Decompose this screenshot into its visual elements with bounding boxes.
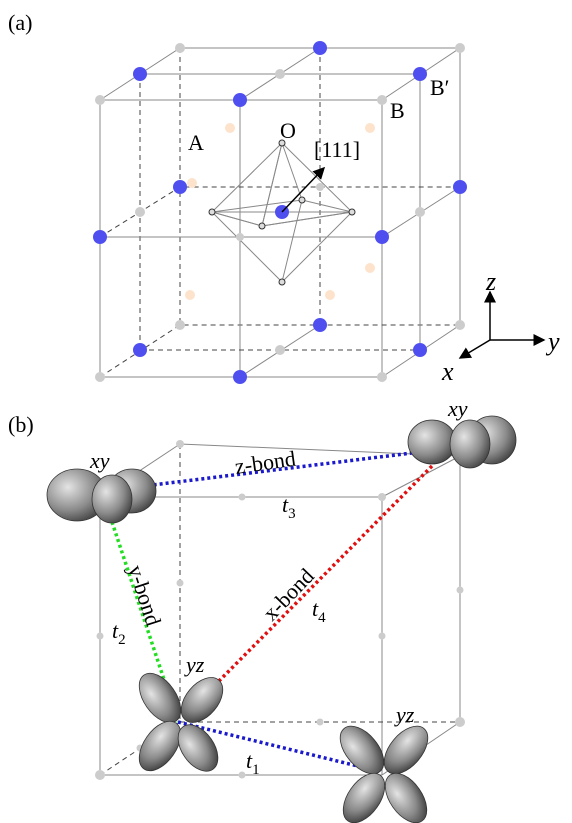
axis-label: x <box>441 357 454 386</box>
site-label: O <box>280 118 296 143</box>
hopping-label: t2 <box>112 618 126 648</box>
bond-label: x-bond <box>258 563 319 625</box>
panel-a: (a) <box>8 10 560 386</box>
direction-label: [111] <box>314 137 360 162</box>
subscript: 2 <box>118 632 126 648</box>
site-label: B <box>390 98 405 123</box>
orbital-label: xy <box>89 448 110 473</box>
orbital-label: yz <box>394 702 415 727</box>
axis-label: z <box>485 267 496 296</box>
bond-label: y-bond <box>123 562 166 629</box>
bond-label: z-bond <box>233 446 297 479</box>
site-label: A <box>188 130 204 155</box>
figure: (a) <box>0 0 572 823</box>
subscript: 3 <box>288 506 296 522</box>
orbital-label: yz <box>184 652 205 677</box>
subscript: 1 <box>252 762 260 778</box>
lattice <box>93 41 467 384</box>
hopping-label: t1 <box>246 748 260 778</box>
site-label: B′ <box>430 75 450 100</box>
orbital-label: xy <box>447 396 468 421</box>
panel-label: (a) <box>8 10 32 35</box>
panel-label: (b) <box>8 412 34 437</box>
axis-label: y <box>545 327 560 356</box>
subscript: 4 <box>318 610 326 626</box>
hopping-label: t4 <box>312 596 326 626</box>
panel-b: (b) <box>8 396 516 823</box>
